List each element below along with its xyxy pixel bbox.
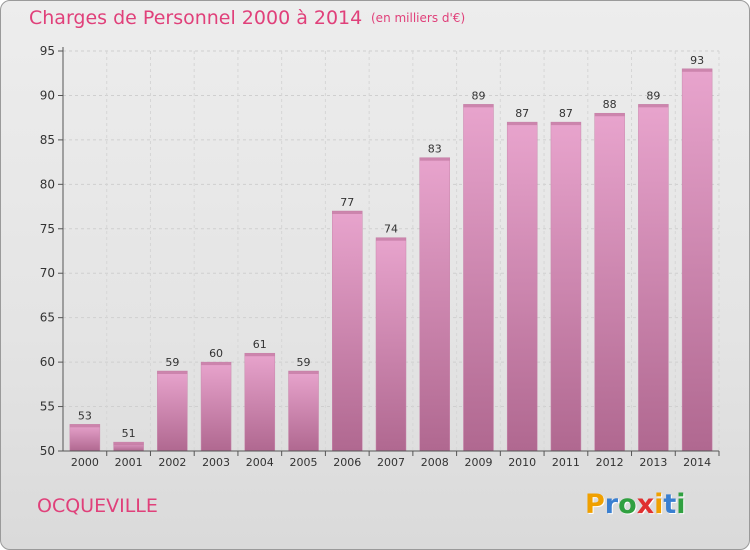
data-label: 87 [559,107,573,120]
x-tick-label: 2007 [377,456,405,469]
data-label: 89 [646,89,660,102]
logo-letter: r [604,489,619,520]
bar-top-edge [376,237,406,241]
x-tick-label: 2004 [246,456,274,469]
x-tick-label: 2010 [508,456,536,469]
bar-top-edge [201,362,232,366]
y-tick-label: 90 [40,88,55,102]
bar [550,121,582,452]
x-tick-label: 2011 [552,456,580,469]
x-tick-label: 2012 [596,456,624,469]
bar [638,104,669,452]
bar-top-edge [682,68,713,72]
logo-letter: i [654,489,664,520]
x-tick-label: 2014 [683,456,711,469]
logo-letter: o [618,489,637,520]
bar-top-edge [550,122,581,126]
labels: 50 55 60 65 70 75 80 85 90 95 53 2000 51 2001 59 2002 60… [40,44,711,469]
chart-title: Charges de Personnel 2000 à 2014 [29,7,363,29]
y-tick-label: 75 [40,222,55,236]
data-label: 77 [340,196,354,209]
bar-top-edge [594,113,625,117]
bar [419,157,450,452]
y-tick-label: 65 [40,311,55,325]
bar [288,370,319,452]
bar-top-edge [244,353,275,357]
x-tick-label: 2003 [202,456,230,469]
y-tick-label: 80 [40,177,55,191]
data-label: 59 [165,356,179,369]
bar [244,352,276,452]
x-tick-label: 2002 [158,456,186,469]
bar-top-edge [288,371,319,374]
bar-top-edge [69,424,100,428]
data-label: 74 [384,223,398,236]
y-tick-label: 60 [40,355,55,369]
logo-letter: t [663,489,677,520]
x-tick-label: 2000 [71,456,99,469]
data-label: 89 [471,89,485,102]
bar [594,112,625,452]
bar-top-edge [507,122,538,126]
y-tick-label: 50 [40,444,55,458]
x-tick-label: 2009 [464,456,492,469]
x-tick-label: 2001 [115,456,143,469]
bar-top-edge [332,211,363,214]
data-label: 61 [253,338,267,351]
chart-subtitle: (en milliers d'€) [371,11,466,25]
axes [58,47,720,456]
bar [69,424,101,452]
data-label: 59 [297,356,311,369]
bar-top-edge [638,104,669,108]
bar [506,121,538,452]
bar [375,237,407,452]
data-label: 51 [122,427,136,440]
bar-top-edge [157,371,188,374]
x-tick-label: 2008 [421,456,449,469]
commune-name: OCQUEVILLE [37,495,158,517]
bar [463,104,494,452]
logo-letter: P [585,489,605,520]
logo-letter: x [636,489,655,520]
bar [332,210,363,452]
bar [157,370,188,452]
data-label: 83 [428,143,442,156]
data-label: 60 [209,347,223,360]
x-tick-label: 2005 [290,456,318,469]
y-tick-label: 85 [40,133,55,147]
bar [681,68,713,452]
bar-top-edge [419,157,450,161]
bar [200,361,232,452]
data-label: 88 [603,98,617,111]
bars [69,68,713,452]
bar-top-edge [113,442,144,446]
proxiti-logo: Proxiti [585,489,686,520]
bar-top-edge [463,104,494,108]
logo-letter: i [676,489,686,520]
y-tick-label: 55 [40,400,55,414]
x-tick-label: 2006 [333,456,361,469]
data-label: 93 [690,54,704,67]
y-tick-label: 95 [40,44,55,58]
data-label: 87 [515,107,529,120]
y-tick-label: 70 [40,266,55,280]
x-tick-label: 2013 [639,456,667,469]
data-label: 53 [78,409,92,422]
